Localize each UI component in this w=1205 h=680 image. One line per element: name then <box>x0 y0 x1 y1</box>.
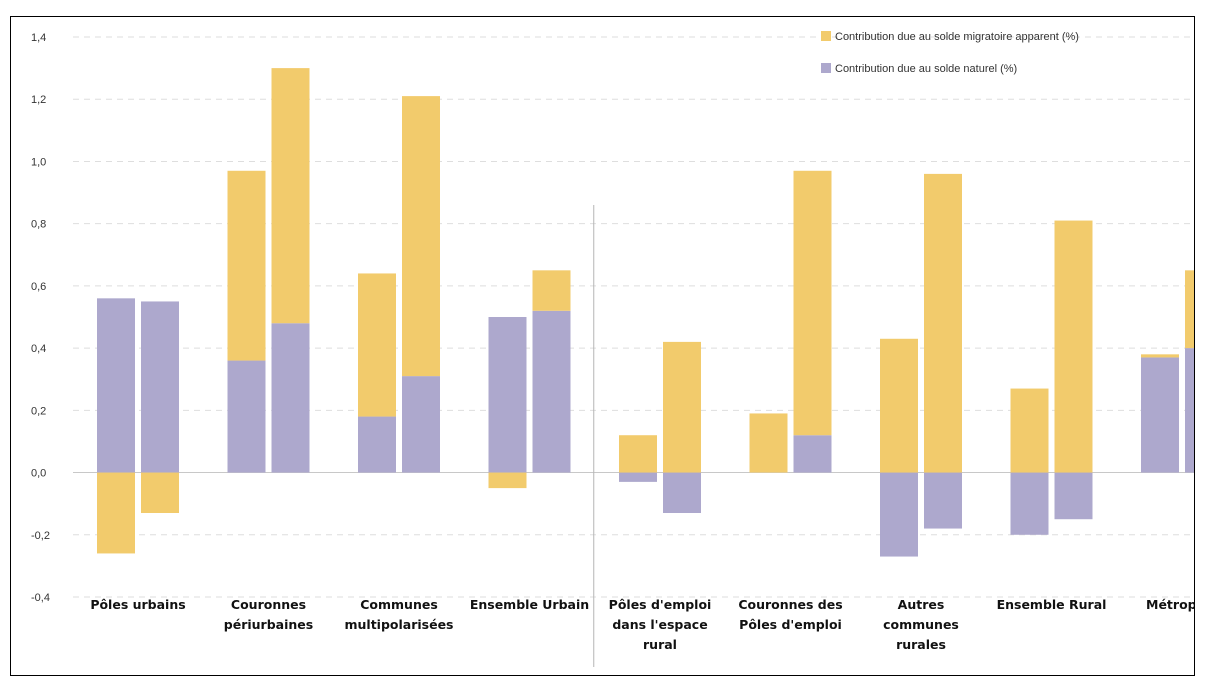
bar-naturel-0-0 <box>97 298 135 473</box>
bar-migratoire-7-0 <box>1010 388 1049 473</box>
bar-migratoire-0-1 <box>141 472 179 513</box>
y-tick-label: 0,6 <box>31 281 46 293</box>
bar-migratoire-4-0 <box>619 435 657 473</box>
bar-migratoire-5-1 <box>793 170 832 436</box>
bar-naturel-4-1 <box>663 472 701 513</box>
category-label: Pôles urbains <box>90 597 185 612</box>
bar-naturel-5-1 <box>793 435 832 473</box>
category-label: dans l'espace <box>612 617 707 632</box>
bar-migratoire-5-0 <box>749 413 788 473</box>
y-tick-label: 0,8 <box>31 219 46 231</box>
bar-naturel-0-1 <box>141 301 179 473</box>
y-tick-label: 0,0 <box>31 468 46 480</box>
bar-naturel-2-0 <box>358 416 396 473</box>
y-tick-label: 1,4 <box>31 32 46 44</box>
bar-naturel-1-1 <box>271 323 310 473</box>
category-label: rural <box>643 637 677 652</box>
category-label: Ensemble Rural <box>997 597 1107 612</box>
bar-naturel-3-0 <box>488 317 527 473</box>
bar-naturel-4-0 <box>619 472 657 482</box>
category-label: Autres <box>898 597 945 612</box>
y-tick-label: 1,2 <box>31 94 46 106</box>
bar-migratoire-0-0 <box>97 472 135 554</box>
bar-migratoire-8-1 <box>1185 270 1194 349</box>
bar-naturel-7-0 <box>1010 472 1049 535</box>
category-label: multipolarisées <box>344 617 453 632</box>
bar-naturel-2-1 <box>402 376 440 473</box>
category-label: Couronnes des <box>738 597 842 612</box>
y-tick-label: 0,4 <box>31 343 46 355</box>
bar-naturel-8-0 <box>1141 357 1179 473</box>
category-label: communes <box>883 617 959 632</box>
bar-migratoire-6-1 <box>924 173 962 473</box>
y-tick-label: 1,0 <box>31 156 46 168</box>
bar-naturel-1-0 <box>227 360 266 473</box>
category-label: périurbaines <box>224 617 313 632</box>
bar-naturel-8-1 <box>1185 348 1194 473</box>
y-tick-label: -0,4 <box>31 592 50 604</box>
category-label: Ensemble Urbain <box>470 597 589 612</box>
bar-naturel-6-0 <box>880 472 918 557</box>
bar-migratoire-8-0 <box>1141 354 1179 358</box>
bar-migratoire-2-1 <box>402 96 440 377</box>
legend-label: Contribution due au solde migratoire app… <box>835 31 1079 43</box>
category-label: Pôles d'emploi <box>609 597 712 612</box>
legend-label: Contribution due au solde naturel (%) <box>835 63 1017 75</box>
bar-migratoire-1-0 <box>227 170 266 361</box>
bar-migratoire-6-0 <box>880 338 918 473</box>
bar-migratoire-3-0 <box>488 472 527 489</box>
category-label: Communes <box>360 597 438 612</box>
legend-swatch <box>821 63 831 73</box>
stacked-bar-chart: -0,4 -0,2 0,0 0,2 0,4 0,6 0,8 1,0 1,2 1,4 Pôles ur… <box>31 31 1195 667</box>
bar-migratoire-3-1 <box>532 270 571 311</box>
bar-naturel-7-1 <box>1054 472 1093 520</box>
chart-frame: -0,4 -0,2 0,0 0,2 0,4 0,6 0,8 1,0 1,2 1,4 Pôles ur… <box>10 16 1195 676</box>
category-label: Couronnes <box>231 597 306 612</box>
category-label: Métropole <box>1146 597 1195 612</box>
legend-swatch <box>821 31 831 41</box>
bar-migratoire-7-1 <box>1054 220 1093 473</box>
bar-migratoire-1-1 <box>271 68 310 324</box>
bar-naturel-3-1 <box>532 310 571 473</box>
bar-migratoire-2-0 <box>358 273 396 417</box>
category-label: rurales <box>896 637 946 652</box>
bar-migratoire-4-1 <box>663 341 701 473</box>
category-label: Pôles d'emploi <box>739 617 842 632</box>
bar-naturel-6-1 <box>924 472 962 529</box>
y-tick-label: -0,2 <box>31 530 50 542</box>
y-tick-label: 0,2 <box>31 405 46 417</box>
